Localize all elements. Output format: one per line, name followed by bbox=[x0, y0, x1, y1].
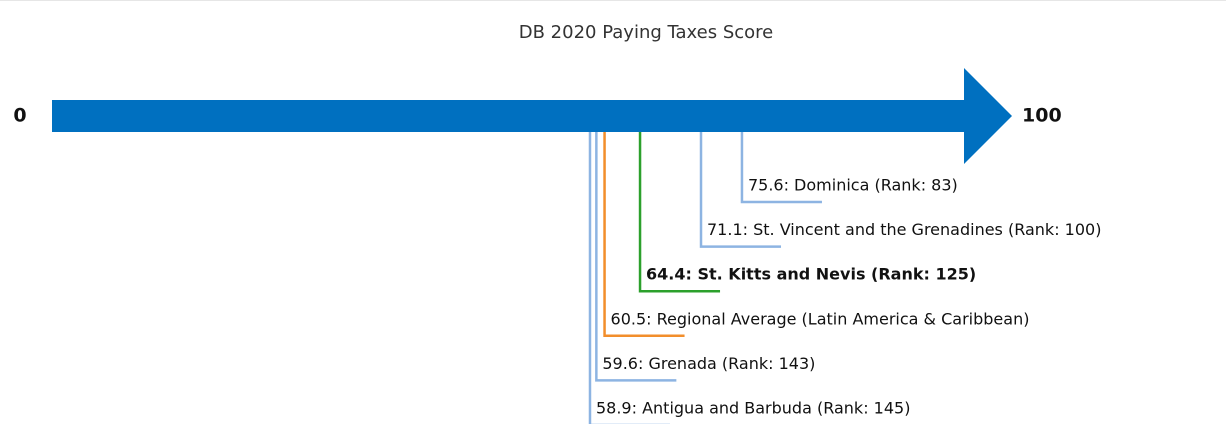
leader-line bbox=[638, 132, 721, 293]
point-label: 60.5: Regional Average (Latin America & … bbox=[611, 309, 1030, 328]
top-border bbox=[0, 0, 1226, 1]
axis-end-label: 0 bbox=[13, 105, 26, 127]
point-label: 59.6: Grenada (Rank: 143) bbox=[602, 354, 815, 373]
leader-line bbox=[740, 132, 822, 204]
axis-arrow bbox=[52, 68, 1012, 164]
point-label: 75.6: Dominica (Rank: 83) bbox=[748, 176, 958, 195]
leader-line bbox=[603, 132, 685, 338]
axis-end-label: 100 bbox=[1022, 105, 1062, 127]
chart-title: DB 2020 Paying Taxes Score bbox=[519, 22, 773, 43]
leader-line bbox=[699, 132, 782, 248]
leader-line bbox=[588, 132, 670, 424]
point-label: 64.4: St. Kitts and Nevis (Rank: 125) bbox=[646, 265, 976, 284]
point-label: 71.1: St. Vincent and the Grenadines (Ra… bbox=[707, 220, 1101, 239]
point-label: 58.9: Antigua and Barbuda (Rank: 145) bbox=[596, 399, 910, 418]
leader-line bbox=[595, 132, 677, 382]
